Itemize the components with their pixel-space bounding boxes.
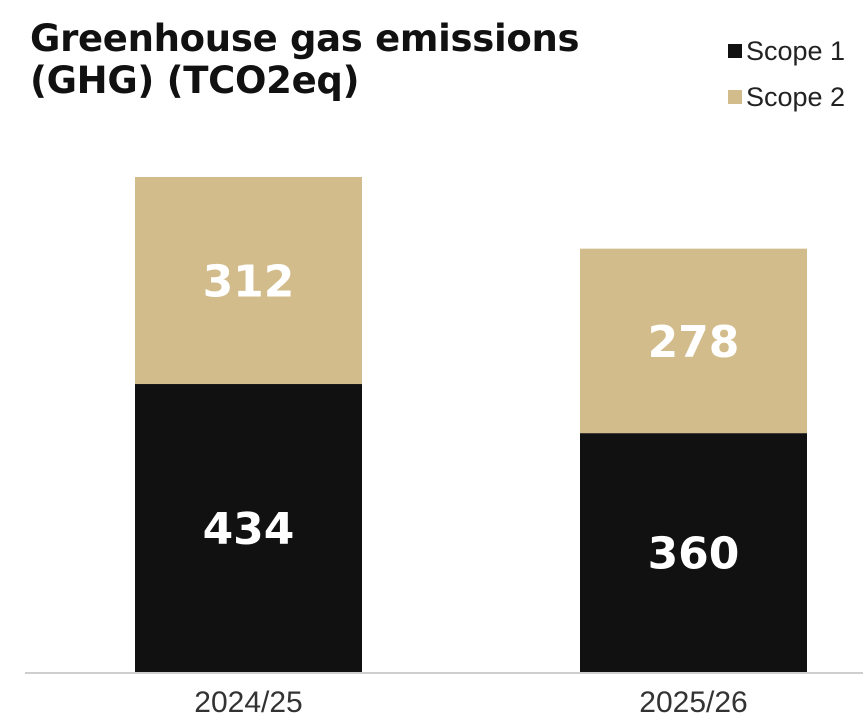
data-label-scope-2-2025-26: 278 xyxy=(648,317,740,368)
legend: Scope 1 Scope 2 xyxy=(728,28,845,120)
legend-item-scope-2: Scope 2 xyxy=(728,74,845,120)
bar-scope-2-2024-25 xyxy=(135,177,362,385)
x-tick-label-2025-26: 2025/26 xyxy=(639,686,747,718)
bar-scope-2-2025-26 xyxy=(580,248,807,434)
bar-scope-1-2024-25 xyxy=(135,384,362,672)
legend-swatch-scope-1 xyxy=(728,44,742,58)
data-label-scope-2-2024-25: 312 xyxy=(203,257,295,308)
data-label-scope-1-2025-26: 360 xyxy=(648,529,740,580)
legend-label-scope-2: Scope 2 xyxy=(746,81,846,112)
chart-title: Greenhouse gas emissions (GHG) (TCO2eq) xyxy=(30,17,580,102)
data-label-scope-1-2024-25: 434 xyxy=(203,504,295,555)
x-tick-label-2024-25: 2024/25 xyxy=(194,686,302,718)
legend-swatch-scope-2 xyxy=(728,90,742,104)
legend-label-scope-1: Scope 1 xyxy=(746,35,846,66)
bar-scope-1-2025-26 xyxy=(580,433,807,672)
legend-item-scope-1: Scope 1 xyxy=(728,28,845,74)
